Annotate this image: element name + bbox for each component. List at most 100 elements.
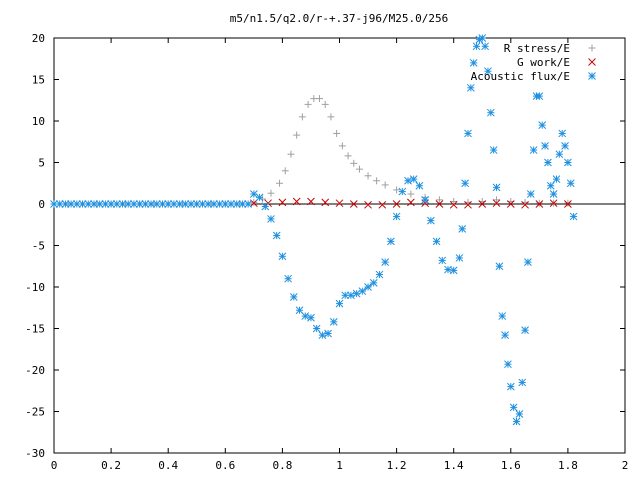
data-point <box>518 378 527 387</box>
data-point <box>421 195 430 204</box>
data-point <box>492 183 501 192</box>
data-point <box>349 200 358 208</box>
y-tick-label: -20 <box>25 364 45 377</box>
data-point <box>112 200 121 208</box>
data-point <box>466 83 475 92</box>
data-point <box>501 331 509 339</box>
data-point <box>333 129 341 137</box>
data-point <box>449 266 458 275</box>
data-point <box>535 200 544 208</box>
data-point <box>486 108 495 117</box>
data-point <box>481 42 489 51</box>
data-point <box>427 216 435 225</box>
plot-frame <box>53 37 626 454</box>
legend-marker <box>588 58 596 66</box>
data-point <box>472 42 481 51</box>
data-point <box>289 293 298 301</box>
data-point <box>364 283 372 291</box>
data-point <box>101 200 110 208</box>
data-point <box>509 403 518 412</box>
data-point <box>558 129 567 138</box>
data-point <box>358 287 367 296</box>
legend-label: Acoustic flux/E <box>471 70 570 83</box>
x-tick-label: 2 <box>622 459 629 472</box>
data-point <box>464 129 472 138</box>
data-point <box>338 142 346 150</box>
data-point <box>267 215 275 223</box>
data-point <box>158 200 167 208</box>
data-point <box>529 146 538 154</box>
series-2 <box>50 34 578 426</box>
data-point <box>307 197 315 206</box>
x-tick-label: 1.6 <box>501 459 521 472</box>
data-point <box>250 198 258 206</box>
data-point <box>335 199 344 208</box>
data-point <box>307 313 315 322</box>
data-point <box>549 199 558 208</box>
data-point <box>369 278 378 287</box>
data-point <box>552 175 561 183</box>
data-point <box>130 200 138 208</box>
data-point <box>381 181 389 189</box>
data-point <box>438 256 447 265</box>
data-point <box>373 177 381 185</box>
data-point <box>192 200 201 208</box>
y-tick-label: 0 <box>38 198 45 211</box>
data-point <box>387 237 395 246</box>
data-point <box>284 274 292 283</box>
x-tick-label: 0.4 <box>158 459 178 472</box>
data-point <box>90 200 98 208</box>
data-point <box>318 331 327 339</box>
x-tick-label: 1.8 <box>558 459 578 472</box>
data-point <box>498 312 507 320</box>
data-point <box>461 179 469 188</box>
y-tick-label: 20 <box>32 32 45 45</box>
chart-title: m5/n1.5/q2.0/r-+.37-j96/M25.0/256 <box>230 12 449 25</box>
data-point <box>393 186 401 194</box>
data-point <box>524 258 532 266</box>
x-tick-label: 0.2 <box>101 459 121 472</box>
x-tick-label: 0.8 <box>272 459 292 472</box>
data-point <box>398 187 407 196</box>
y-tick-label: 10 <box>32 115 45 128</box>
y-tick-label: 15 <box>32 74 45 87</box>
data-point <box>293 131 301 139</box>
legend-marker <box>588 44 596 52</box>
data-point <box>450 198 458 206</box>
x-tick-label: 0.6 <box>215 459 235 472</box>
data-point <box>521 326 529 335</box>
data-point <box>347 291 355 300</box>
series-1 <box>249 197 572 209</box>
data-point <box>404 176 412 185</box>
data-point <box>272 231 281 240</box>
data-point <box>512 417 521 426</box>
data-point <box>261 202 270 211</box>
x-tick-label: 1.4 <box>444 459 464 472</box>
data-point <box>287 150 295 158</box>
data-point <box>489 146 498 154</box>
data-point <box>304 100 312 108</box>
data-point <box>521 200 529 209</box>
data-point <box>535 199 543 207</box>
data-point <box>324 329 332 338</box>
data-point <box>435 200 444 208</box>
data-point <box>506 200 515 208</box>
x-tick-label: 1.2 <box>387 459 407 472</box>
data-point <box>564 200 572 208</box>
data-point <box>484 67 492 76</box>
data-point <box>278 198 287 207</box>
data-point <box>232 200 241 208</box>
data-point <box>407 198 415 207</box>
data-point <box>301 312 310 320</box>
data-point <box>535 92 544 100</box>
data-point <box>469 59 478 67</box>
data-point <box>458 225 467 233</box>
data-point <box>506 382 515 391</box>
data-point <box>321 100 329 108</box>
data-point <box>147 200 155 208</box>
y-tick-label: -25 <box>25 406 45 419</box>
data-point <box>455 254 464 262</box>
data-point <box>327 113 335 121</box>
